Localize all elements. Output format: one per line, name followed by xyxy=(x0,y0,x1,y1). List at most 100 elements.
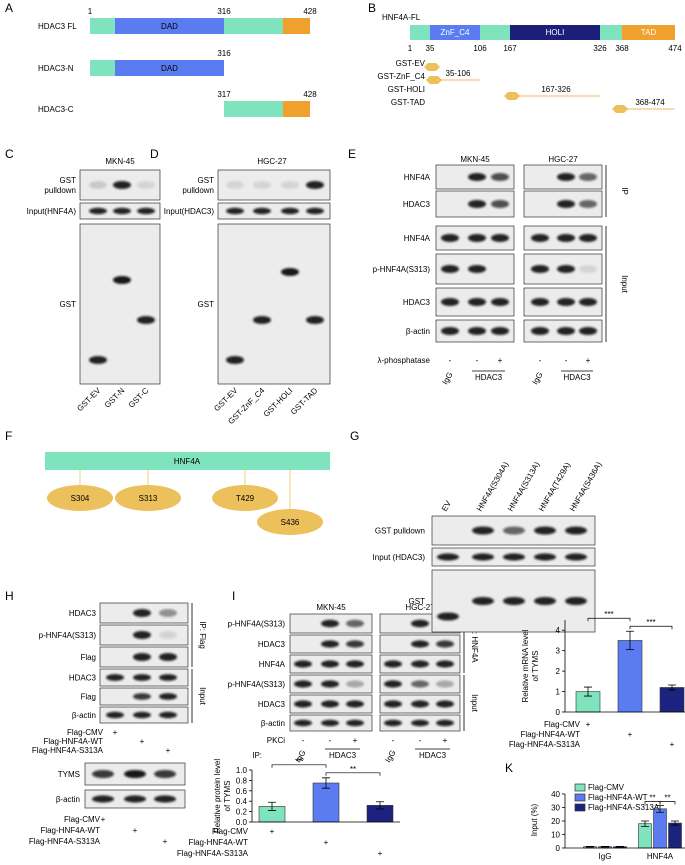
band xyxy=(531,327,549,335)
band xyxy=(294,660,312,668)
band xyxy=(468,298,486,306)
band xyxy=(253,207,271,215)
band xyxy=(294,700,312,708)
error-bar xyxy=(322,777,330,789)
row-label: Input (HDAC3) xyxy=(373,553,426,562)
panel-label: C xyxy=(5,147,14,161)
band xyxy=(441,265,459,273)
band xyxy=(159,609,177,617)
band xyxy=(491,234,509,242)
y-tick-label: 1.0 xyxy=(236,766,248,775)
cell-line: MKN-45 xyxy=(316,603,346,612)
lane-label: GST-N xyxy=(103,386,127,410)
band xyxy=(411,719,429,727)
band xyxy=(557,200,575,208)
band xyxy=(384,660,402,668)
sign: + xyxy=(586,720,591,729)
band xyxy=(437,553,459,561)
error-bar xyxy=(584,686,592,697)
row-label: GST xyxy=(60,300,77,309)
treatment-label: PKCi xyxy=(267,736,285,745)
lane-label: GST-TAD xyxy=(289,386,320,417)
error-bar xyxy=(586,845,594,848)
lane-label: IgG xyxy=(530,371,544,387)
y-axis-label: of TYMS xyxy=(223,781,232,812)
sig-bracket xyxy=(587,617,631,622)
condition: Flag-HNF4A-S313A xyxy=(32,746,104,755)
bar xyxy=(668,822,682,849)
y-tick-label: 0.8 xyxy=(236,776,248,785)
y-tick-label: 3 xyxy=(556,647,561,656)
band xyxy=(321,640,339,648)
y-tick-label: 2 xyxy=(556,667,561,676)
row-label: GST xyxy=(198,176,215,185)
domain-box xyxy=(600,25,622,40)
band xyxy=(346,700,364,708)
band xyxy=(294,680,312,688)
lane-label: HNF4A(S436A) xyxy=(568,460,604,513)
sign: + xyxy=(113,728,118,737)
band xyxy=(534,526,556,535)
y-tick-label: 1 xyxy=(556,688,561,697)
band xyxy=(472,526,494,535)
band xyxy=(124,795,146,803)
domain-box xyxy=(90,60,115,76)
band xyxy=(557,234,575,242)
band xyxy=(106,711,124,719)
band xyxy=(468,234,486,242)
cell-line: HGC-27 xyxy=(548,155,578,164)
band xyxy=(436,680,454,688)
row-label: HDAC3 xyxy=(69,674,97,683)
domain-box xyxy=(115,60,224,76)
bracket-label: IP: HNF4A xyxy=(470,624,479,663)
band xyxy=(321,660,339,668)
blot xyxy=(217,202,331,220)
error-bar xyxy=(656,805,664,813)
band xyxy=(321,619,339,628)
band xyxy=(468,173,486,181)
condition: Flag-HNF4A-WT xyxy=(43,737,103,746)
band xyxy=(436,640,454,648)
panel-label: D xyxy=(150,147,159,161)
legend-swatch xyxy=(574,793,586,802)
y-tick-label: 40 xyxy=(551,790,560,799)
band xyxy=(579,173,597,181)
band xyxy=(531,234,549,242)
band xyxy=(159,693,177,700)
position: 326 xyxy=(593,44,607,53)
band xyxy=(159,631,177,639)
band xyxy=(579,298,597,306)
legend-swatch xyxy=(574,783,586,792)
y-tick-label: 0.4 xyxy=(236,797,248,806)
range: 167-326 xyxy=(541,85,571,94)
range: 368-474 xyxy=(635,98,665,107)
band xyxy=(384,680,402,688)
bracket-label: IP: Flag xyxy=(198,621,207,649)
significance: ** xyxy=(649,793,655,802)
significance: *** xyxy=(604,610,613,619)
band xyxy=(281,268,299,276)
domain-name: DAD xyxy=(161,64,178,73)
site xyxy=(47,485,113,511)
row-label: β-actin xyxy=(56,795,80,804)
band xyxy=(468,200,486,208)
condition: Flag-HNF4A-S313A xyxy=(29,837,101,846)
sign: + xyxy=(586,356,591,365)
band xyxy=(491,298,509,306)
band xyxy=(106,674,124,681)
band xyxy=(579,265,597,273)
y-axis-label: Input (%) xyxy=(530,803,539,836)
position: 316 xyxy=(217,49,231,58)
band xyxy=(531,265,549,273)
x-tick-label: HNF4A xyxy=(647,852,674,861)
construct-name: GST-EV xyxy=(396,59,426,68)
row-label: p-HNF4A(S313) xyxy=(228,620,286,629)
gst-tag xyxy=(426,76,442,84)
row-label: HDAC3 xyxy=(403,200,431,209)
construct-name: GST-ZnF_C4 xyxy=(377,72,425,81)
lane-label: HDAC3 xyxy=(475,373,503,382)
row-label: pulldown xyxy=(182,186,214,195)
band xyxy=(124,770,146,778)
